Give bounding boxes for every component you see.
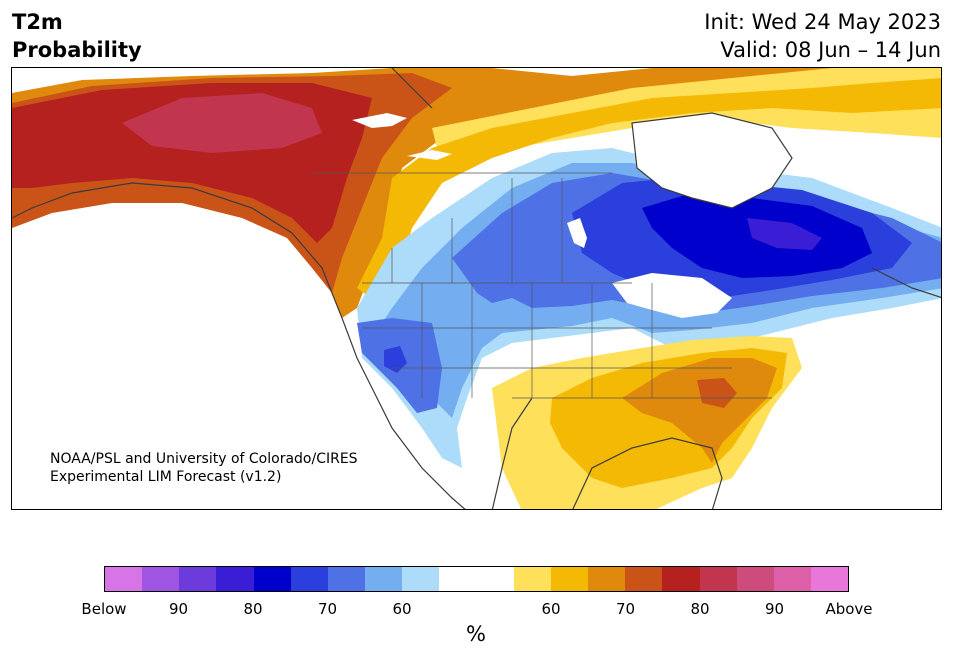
colorbar-tick-label: 80 — [690, 600, 710, 618]
colorbar-swatch — [179, 567, 217, 591]
colorbar-tick-label: 90 — [168, 600, 189, 618]
colorbar-swatch — [625, 567, 663, 591]
colorbar-swatch — [216, 567, 254, 591]
great-lakes — [612, 273, 732, 318]
colorbar-swatch — [699, 567, 737, 591]
lake-winnipeg — [567, 218, 587, 248]
colorbar-tick-label: 60 — [392, 600, 412, 618]
colorbar-swatch — [513, 567, 551, 591]
lake-great-bear — [352, 113, 407, 128]
colorbar-swatch — [588, 567, 626, 591]
colorbar-swatch — [662, 567, 700, 591]
region-west-royalblue — [384, 346, 407, 373]
region-southeast-rust — [697, 378, 737, 408]
colorbar-tick-label: 90 — [764, 600, 785, 618]
colorbar-tick-label: 60 — [541, 600, 561, 618]
credit-line-2: Experimental LIM Forecast (v1.2) — [50, 469, 282, 485]
colorbar-swatch — [402, 567, 440, 591]
colorbar-swatch — [773, 567, 811, 591]
region-alaska-crimson — [122, 93, 322, 153]
lake-great-slave — [407, 150, 452, 160]
init-date: Init: Wed 24 May 2023 — [704, 10, 941, 34]
region-southeast-orange — [622, 358, 777, 463]
colorbar-swatch — [550, 567, 589, 591]
hudson-bay — [632, 113, 792, 208]
political-borders — [312, 172, 772, 399]
probability-map: NOAA/PSL and University of Colorado/CIRE… — [11, 67, 942, 510]
credit-text: NOAA/PSL and University of Colorado/CIRE… — [50, 450, 358, 486]
coastlines — [12, 68, 941, 509]
colorbar-swatch — [253, 567, 291, 591]
colorbar-swatch — [327, 567, 366, 591]
valid-period: Valid: 08 Jun – 14 Jun — [720, 38, 941, 62]
colorbar-swatch — [365, 567, 403, 591]
colorbar-tick-label: 70 — [615, 600, 636, 618]
colorbar-tick-label: 70 — [317, 600, 338, 618]
colorbar-swatch — [142, 567, 180, 591]
title-line-quantity: Probability — [12, 38, 142, 62]
colorbar-swatch — [290, 567, 328, 591]
colorbar-swatch — [439, 567, 477, 591]
forecast-dates: Init: Wed 24 May 2023 Valid: 08 Jun – 14… — [704, 8, 941, 64]
region-quebec-violet — [747, 218, 822, 250]
colorbar-swatch — [105, 567, 143, 591]
credit-line-1: NOAA/PSL and University of Colorado/CIRE… — [50, 451, 358, 467]
title-line-variable: T2m — [12, 10, 63, 34]
colorbar-unit-label: % — [466, 622, 486, 646]
colorbar-swatch — [810, 567, 849, 591]
colorbar-tick-label: Above — [825, 600, 873, 618]
region-canada-gold — [357, 78, 941, 303]
map-title: T2m Probability — [12, 8, 142, 64]
colorbar-tick-label: Below — [81, 600, 127, 618]
colorbar — [104, 566, 849, 592]
colorbar-swatch — [476, 567, 514, 591]
map-svg: NOAA/PSL and University of Colorado/CIRE… — [12, 68, 941, 509]
colorbar-swatch — [736, 567, 774, 591]
colorbar-tick-label: 80 — [243, 600, 263, 618]
